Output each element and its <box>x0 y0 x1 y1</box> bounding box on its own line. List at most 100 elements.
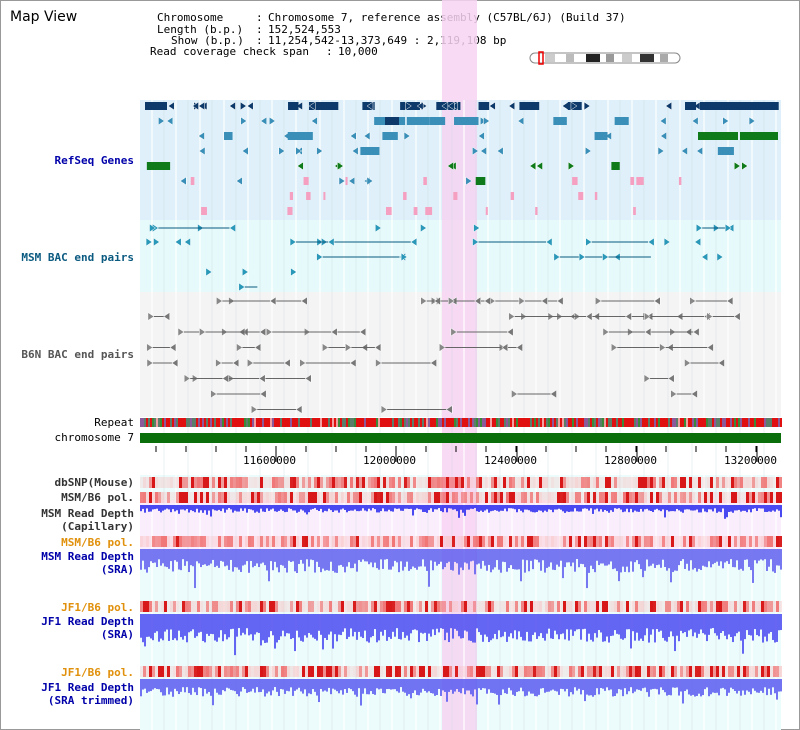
msm-capillary-depth-bar <box>352 505 354 511</box>
jf1-trimmed-depth-bar <box>328 679 330 688</box>
msm-pol-mark <box>245 536 248 547</box>
msm-sra-depth-bar <box>674 549 676 571</box>
dbsnp-mark <box>308 477 311 488</box>
msm-sra-depth-bar <box>202 549 204 565</box>
bac-end <box>153 237 160 247</box>
repeat-mark <box>620 418 622 427</box>
jf1-sra-depth-bar <box>680 614 682 631</box>
msm-capillary-depth-bar <box>318 505 320 512</box>
bac-end <box>724 223 732 233</box>
jf1-sra-depth-bar <box>182 614 184 640</box>
msm-capillary-depth-bar <box>156 505 158 509</box>
jf1-trimmed-depth-bar <box>208 679 210 692</box>
jf1-sra-depth-bar <box>150 614 152 639</box>
msm-pol-mark <box>290 536 293 547</box>
jf1-pol-mark <box>503 666 506 677</box>
gene-block <box>287 132 313 140</box>
jf1-sra-depth-bar <box>334 614 336 635</box>
msm-sra-depth-bar <box>174 549 176 561</box>
msm-pol-mark <box>140 492 143 503</box>
jf1-pol-mark <box>155 601 158 612</box>
msm-capillary-depth-bar <box>270 505 272 510</box>
jf1-trimmed-depth-bar <box>712 679 714 693</box>
jf1-pol-mark <box>605 666 608 677</box>
msm-sra-depth-bar <box>518 549 520 570</box>
repeat-mark <box>748 418 750 427</box>
msm-pol-mark <box>257 492 260 503</box>
msm-sra-depth-bar <box>412 549 414 567</box>
dbsnp-mark <box>650 477 653 488</box>
jf1-pol-mark <box>488 666 491 677</box>
jf1-trimmed-depth-bar <box>688 679 690 695</box>
msm-pol-mark <box>230 536 233 547</box>
msm-sra-depth-bar <box>308 549 310 567</box>
jf1-pol-mark <box>770 666 773 677</box>
msm-pol-mark <box>353 536 356 547</box>
bac-end <box>149 223 156 233</box>
msm-capillary-depth-bar <box>212 505 214 510</box>
jf1-pol-mark <box>728 666 731 677</box>
msm-capillary-depth-bar <box>662 505 664 510</box>
msm-capillary-depth-bar <box>306 505 308 515</box>
jf1-trimmed-depth-bar <box>206 679 208 694</box>
jf1-trimmed-depth-bar <box>654 679 656 689</box>
msm-sra-depth-bar <box>530 549 532 561</box>
repeat-mark <box>266 418 268 427</box>
jf1-trimmed-depth-bar <box>600 679 602 688</box>
repeat-mark <box>714 418 716 427</box>
msm-capillary-depth-bar <box>276 505 278 512</box>
msm-pol-mark <box>302 536 305 547</box>
dbsnp-mark <box>401 477 404 488</box>
jf1-trimmed-depth-bar <box>342 679 344 695</box>
jf1-sra-depth-bar <box>428 614 430 634</box>
msm-sra-depth-bar <box>198 549 200 564</box>
gene-arrow <box>733 161 741 171</box>
bac-end <box>663 237 671 247</box>
repeat-mark <box>388 418 390 427</box>
msm-pol-mark <box>692 536 695 547</box>
jf1-sra-depth-bar <box>720 614 722 634</box>
repeat-mark <box>214 418 216 427</box>
msm-capillary-depth-bar <box>188 505 190 513</box>
jf1-trimmed-depth-bar <box>350 679 352 690</box>
repeat-mark <box>300 418 302 427</box>
msm-pol-mark <box>155 492 158 503</box>
dbsnp-mark <box>608 477 611 488</box>
msm-capillary-depth-bar <box>616 505 618 509</box>
msm-pol-mark <box>284 492 287 503</box>
msm-pol-mark <box>656 536 659 547</box>
msm-capillary-depth-bar <box>588 505 590 511</box>
msm-capillary-depth-bar <box>214 505 216 511</box>
jf1-trimmed-depth-bar <box>780 679 782 692</box>
repeat-mark <box>774 418 776 427</box>
jf1-sra-depth-bar <box>214 614 216 641</box>
jf1-trimmed-depth-bar <box>596 679 598 689</box>
jf1-pol-mark <box>188 601 191 612</box>
msm-capillary-depth-bar <box>602 505 604 512</box>
msm-sra-depth-bar <box>568 549 570 563</box>
jf1-trimmed-depth-bar <box>244 679 246 689</box>
bac-end <box>508 312 516 321</box>
jf1-pol-mark <box>629 666 632 677</box>
msm-pol-mark <box>386 492 389 503</box>
dbsnp-mark <box>197 477 200 488</box>
jf1-sra-depth-bar <box>692 614 694 637</box>
b6n-bac-label: B6N BAC end pairs <box>21 348 134 361</box>
jf1-sra-depth-bar <box>756 614 758 636</box>
msm-sra-depth-bar <box>574 549 576 572</box>
jf1-pol-mark <box>728 601 731 612</box>
jf1-sra-depth-bar <box>254 614 256 635</box>
jf1-pol-mark <box>539 601 542 612</box>
dbsnp-mark <box>323 477 326 488</box>
jf1-trimmed-depth-bar <box>674 679 676 688</box>
msm-pol-mark <box>674 536 677 547</box>
msm-pol-mark <box>614 536 617 547</box>
jf1-sra-depth-bar <box>350 614 352 629</box>
msm-capillary-depth-bar <box>404 505 406 509</box>
msm-pol-mark <box>413 492 416 503</box>
jf1-pol-mark <box>743 601 746 612</box>
jf1-pol-mark <box>425 666 428 677</box>
jf1-pol-mark <box>461 601 464 612</box>
gene-arrow <box>349 131 357 141</box>
